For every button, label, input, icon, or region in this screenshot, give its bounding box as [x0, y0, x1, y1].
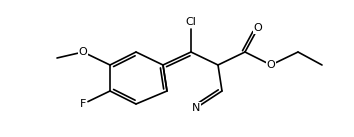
Text: O: O	[267, 60, 275, 70]
Text: N: N	[192, 103, 200, 113]
Text: O: O	[253, 23, 262, 33]
Text: F: F	[80, 99, 86, 109]
Text: O: O	[79, 47, 87, 57]
Text: Cl: Cl	[185, 17, 196, 27]
